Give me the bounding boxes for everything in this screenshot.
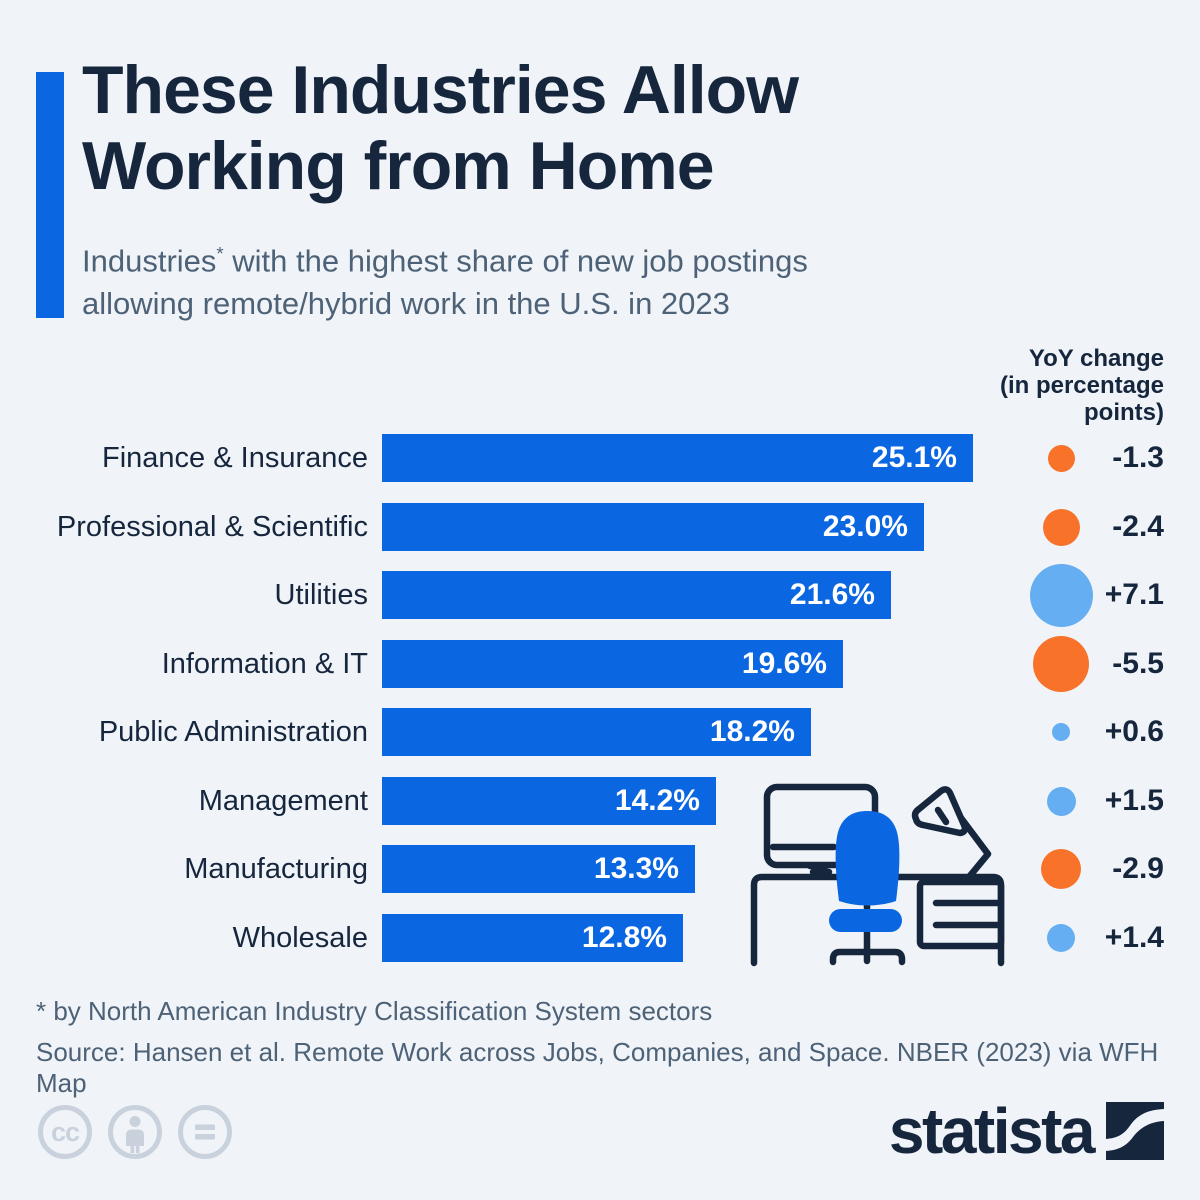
equals-glyph (195, 1124, 215, 1140)
desk-illustration (750, 783, 1005, 967)
yoy-value: -1.3 (1112, 441, 1164, 474)
category-label: Professional & Scientific (56, 511, 368, 543)
subtitle-text: with the highest share of new job postin… (223, 243, 808, 279)
chart-row: Finance & Insurance 25.1% -1.3 (0, 434, 1200, 482)
bar-value-label: 13.3% (593, 852, 679, 885)
yoy-value: +1.4 (1104, 921, 1164, 954)
yoy-dot (1047, 924, 1075, 952)
category-label: Wholesale (232, 922, 368, 954)
yoy-header-line: points) (1084, 399, 1164, 426)
equals-icon (178, 1105, 232, 1159)
title-accent-bar (36, 72, 64, 318)
category-label: Management (198, 785, 368, 817)
yoy-dot (1041, 849, 1081, 889)
yoy-value: +0.6 (1104, 715, 1164, 748)
statista-logo: statista (889, 1096, 1164, 1166)
category-label: Public Administration (98, 716, 368, 748)
value-bar: 18.2% (382, 708, 811, 756)
attribution-icon (108, 1105, 162, 1159)
office-chair-icon (829, 811, 902, 932)
attribution-glyph (126, 1116, 144, 1153)
subtitle: Industries* with the highest share of ne… (82, 232, 1082, 325)
statista-logo-text: statista (888, 1095, 1096, 1167)
value-bar: 23.0% (382, 503, 924, 551)
yoy-dot (1046, 786, 1076, 816)
yoy-dot (1052, 723, 1070, 741)
license-icons: cc (38, 1105, 232, 1159)
category-label: Utilities (274, 579, 368, 611)
source-line: Source: Hansen et al. Remote Work across… (36, 1037, 1159, 1098)
drawer-unit-icon (916, 878, 1005, 950)
footnote-asterisk: * (216, 243, 224, 264)
bar-chart: Finance & Insurance 25.1% -1.3 Professional… (0, 434, 1200, 962)
value-bar: 25.1% (382, 434, 973, 482)
cc-glyph: cc (51, 1117, 80, 1147)
page-title-line2: Working from Home (82, 128, 715, 204)
chart-row: Wholesale 12.8% +1.4 (0, 914, 1200, 962)
bar-value-label: 14.2% (614, 784, 700, 817)
bar-value-label: 25.1% (871, 441, 957, 474)
yoy-dot (1047, 444, 1075, 472)
value-bar: 12.8% (382, 914, 683, 962)
footnote: * by North American Industry Classificat… (36, 996, 713, 1026)
statista-logo-mark (1106, 1102, 1164, 1160)
value-bar: 13.3% (382, 845, 695, 893)
yoy-header-line: (in percentage (999, 372, 1164, 399)
chart-row: Information & IT 19.6% -5.5 (0, 636, 1200, 692)
subtitle-text: allowing remote/hybrid work in the U.S. … (82, 286, 730, 322)
category-label: Manufacturing (184, 853, 368, 885)
yoy-header-line: YoY change (1028, 345, 1164, 372)
yoy-value: -2.4 (1112, 510, 1164, 543)
desk-lamp-icon (911, 786, 992, 881)
yoy-value: -2.9 (1112, 852, 1164, 885)
value-bar: 21.6% (382, 571, 891, 619)
bar-value-label: 12.8% (581, 921, 667, 954)
bar-value-label: 18.2% (709, 715, 795, 748)
value-bar: 14.2% (382, 777, 716, 825)
chart-row: Management 14.2% +1.5 (0, 777, 1200, 825)
yoy-dot (1033, 636, 1089, 692)
yoy-column-header: YoY change (in percentage points) (1000, 345, 1164, 426)
chart-row: Utilities 21.6% +7.1 (0, 563, 1200, 627)
page-title: These Industries Allow Working from Home (82, 52, 1022, 204)
bar-value-label: 19.6% (741, 647, 827, 680)
subtitle-text: Industries (82, 243, 217, 279)
chart-row: Manufacturing 13.3% -2.9 (0, 845, 1200, 893)
category-label: Finance & Insurance (102, 442, 368, 474)
yoy-dot (1042, 508, 1080, 546)
yoy-value: -5.5 (1112, 647, 1164, 680)
yoy-dot (1029, 563, 1093, 627)
chart-row: Professional & Scientific 23.0% -2.4 (0, 503, 1200, 551)
value-bar: 19.6% (382, 640, 843, 688)
yoy-value: +7.1 (1104, 578, 1164, 611)
cc-icon (38, 1105, 92, 1159)
chart-row: Public Administration 18.2% +0.6 (0, 708, 1200, 756)
category-label: Information & IT (161, 648, 368, 680)
page-title-line1: These Industries Allow (82, 52, 799, 128)
yoy-value: +1.5 (1104, 784, 1164, 817)
bar-value-label: 21.6% (789, 578, 875, 611)
bar-value-label: 23.0% (822, 510, 908, 543)
